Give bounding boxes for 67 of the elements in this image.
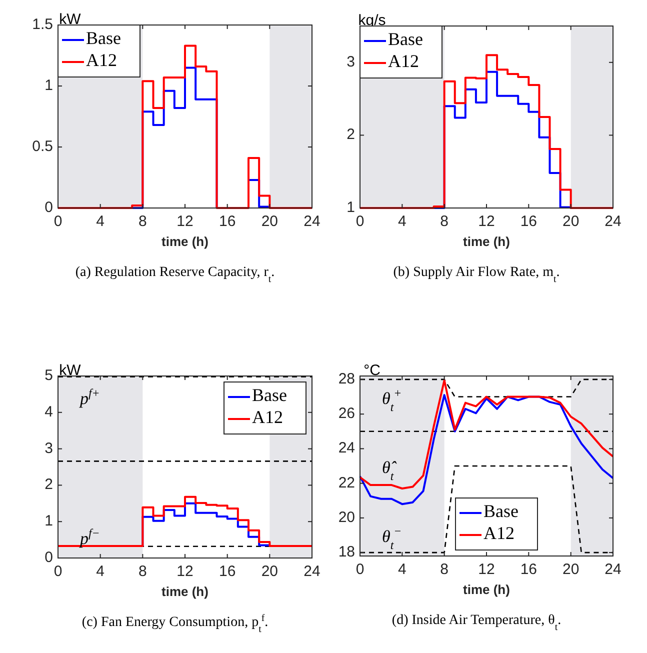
x-tick-label: 12 bbox=[478, 213, 495, 230]
legend-label: Base bbox=[388, 29, 423, 50]
x-tick-label: 4 bbox=[398, 213, 406, 230]
y-tick-label: 4 bbox=[44, 403, 53, 420]
y-axis-title: kW bbox=[59, 11, 82, 28]
text: (c) Fan Energy Consumption, p$_{t}$$^{f}$. bbox=[82, 612, 268, 634]
y-tick-label: 22 bbox=[338, 474, 355, 492]
x-tick-label: 20 bbox=[562, 213, 580, 230]
legend-label: Base bbox=[252, 385, 287, 406]
x-tick-label: 16 bbox=[218, 563, 236, 580]
y-tick-label: 1.5 bbox=[32, 16, 53, 33]
legend-label: A12 bbox=[86, 50, 117, 70]
text: (d) Inside Air Temperature, θ$_{t}$. bbox=[392, 613, 562, 632]
y-tick-label: 1 bbox=[44, 76, 53, 94]
x-axis-title: time (h) bbox=[162, 584, 208, 599]
legend-label: Base bbox=[86, 28, 121, 48]
x-tick-label: 4 bbox=[96, 563, 105, 580]
legend-label: A12 bbox=[388, 51, 419, 72]
x-tick-label: 16 bbox=[520, 213, 538, 230]
y-tick-label: 3 bbox=[346, 53, 355, 70]
x-tick-label: 20 bbox=[562, 561, 580, 578]
x-tick-label: 24 bbox=[304, 213, 320, 230]
x-tick-label: 8 bbox=[440, 561, 449, 578]
legend-label: A12 bbox=[252, 407, 283, 428]
y-tick-label: 5 bbox=[44, 366, 53, 384]
annotation: θ̂$_{t}$ bbox=[382, 458, 398, 483]
text: (b) Supply Air Flow Rate, m$_{t}$. bbox=[393, 265, 560, 284]
x-tick-label: 24 bbox=[304, 563, 320, 580]
y-tick-label: 2 bbox=[346, 126, 355, 144]
x-tick-label: 8 bbox=[138, 213, 147, 230]
y-tick-label: 18 bbox=[338, 544, 355, 561]
y-tick-label: 0 bbox=[44, 548, 53, 566]
y-tick-label: 28 bbox=[338, 370, 355, 388]
y-tick-label: 1 bbox=[346, 198, 355, 216]
x-tick-label: 20 bbox=[261, 563, 278, 580]
x-tick-label: 20 bbox=[261, 213, 278, 230]
y-tick-label: 20 bbox=[338, 508, 355, 526]
y-tick-label: 3 bbox=[44, 440, 53, 457]
annotation: p$^{f+}$ bbox=[79, 386, 100, 408]
y-tick-label: 0.5 bbox=[32, 138, 53, 155]
text: (a) Regulation Reserve Capacity, r$_{t}$. bbox=[75, 265, 275, 284]
x-axis-title: time (h) bbox=[162, 234, 208, 249]
x-axis-title: time (h) bbox=[463, 582, 510, 597]
line-series bbox=[359, 394, 614, 506]
legend-label: Base bbox=[484, 501, 518, 522]
y-tick-label: 24 bbox=[338, 440, 355, 457]
annotation: p$^{f−}$ bbox=[79, 526, 100, 548]
x-axis-title: time (h) bbox=[463, 234, 510, 249]
x-tick-label: 24 bbox=[604, 561, 622, 578]
x-tick-label: 24 bbox=[604, 213, 622, 230]
x-tick-label: 16 bbox=[218, 213, 236, 230]
x-tick-label: 8 bbox=[440, 213, 449, 230]
y-axis-title: kW bbox=[59, 362, 82, 379]
y-axis-title: °C bbox=[364, 362, 381, 379]
x-tick-label: 12 bbox=[478, 561, 495, 578]
y-tick-label: 26 bbox=[338, 405, 355, 422]
x-tick-label: 4 bbox=[398, 561, 406, 578]
x-tick-label: 16 bbox=[520, 561, 538, 578]
legend-label: A12 bbox=[484, 523, 514, 544]
x-tick-label: 12 bbox=[176, 213, 194, 230]
x-tick-label: 8 bbox=[138, 563, 147, 580]
y-tick-label: 1 bbox=[44, 512, 53, 530]
line-series bbox=[359, 379, 614, 490]
x-tick-label: 12 bbox=[176, 563, 194, 580]
x-tick-label: 4 bbox=[96, 213, 105, 230]
y-tick-label: 0 bbox=[44, 198, 53, 216]
y-tick-label: 2 bbox=[44, 476, 53, 494]
